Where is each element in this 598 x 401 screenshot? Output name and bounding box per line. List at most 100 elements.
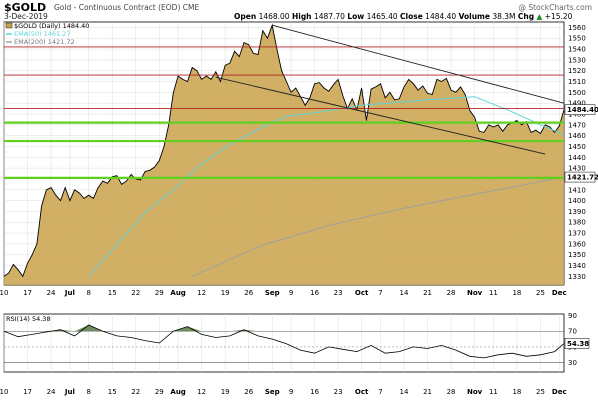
main-x-tick-label: Jul — [64, 289, 75, 297]
open-value: 1468.00 — [258, 12, 290, 21]
close-label: Close — [400, 12, 423, 21]
main-y-tick-label: 1500 — [568, 89, 586, 97]
main-y-tick-label: 1450 — [568, 143, 586, 151]
main-x-tick-label: 7 — [378, 289, 382, 297]
main-y-tick-label: 1460 — [568, 132, 586, 140]
volume-value: 38.3M — [492, 12, 516, 21]
low-label: Low — [347, 12, 365, 21]
rsi-x-tick-label: 17 — [23, 388, 32, 396]
rsi-x-tick-label: 9 — [289, 388, 293, 396]
high-label: High — [291, 12, 312, 21]
main-x-tick-label: 25 — [536, 289, 545, 297]
main-x-tick-label: 11 — [489, 289, 498, 297]
main-y-tick-label: 1440 — [568, 154, 586, 162]
main-x-tick-label: 8 — [86, 289, 90, 297]
watermark: @ StockCharts.com — [518, 3, 592, 12]
main-y-tick-label: 1400 — [568, 197, 586, 205]
rsi-x-tick-label: 25 — [536, 388, 545, 396]
legend-rsi-text: RSI(14) 54.38 — [6, 315, 51, 323]
main-x-tick-label: 21 — [423, 289, 432, 297]
rsi-x-tick-label: 29 — [155, 388, 164, 396]
trendline-2 — [215, 76, 546, 155]
trendline-1 — [272, 24, 565, 104]
symbol-title: $GOLD — [4, 1, 47, 14]
main-y-tick-label: 1350 — [568, 251, 586, 259]
rsi-x-tick-label: Jul — [64, 388, 75, 396]
rsi-x-tick-label: 21 — [423, 388, 432, 396]
main-y-tick-label: 1430 — [568, 165, 586, 173]
high-value: 1487.70 — [313, 12, 345, 21]
main-x-tick-label: 18 — [512, 289, 521, 297]
exchange-text: CME — [182, 3, 200, 12]
price-line — [3, 23, 565, 278]
main-y-tick-label: 1530 — [568, 56, 586, 64]
rsi-y-tick-label: 90 — [568, 312, 577, 320]
main-x-tick-label: 16 — [310, 289, 319, 297]
main-y-tick-label: 1490 — [568, 100, 586, 108]
main-y-tick-label: 1370 — [568, 230, 586, 238]
chg-label: Chg — [517, 12, 535, 21]
open-label: Open — [234, 12, 257, 21]
main-x-tick-label: 26 — [244, 289, 253, 297]
legend-price-swatch — [5, 22, 13, 29]
main-x-tick-label: 9 — [289, 289, 293, 297]
main-y-tick-label: 1380 — [568, 219, 586, 227]
rsi-value-text: 54.38 — [567, 340, 589, 348]
low-value: 1465.40 — [366, 12, 398, 21]
main-y-tick-label: 1340 — [568, 262, 586, 270]
main-y-tick-label: 1360 — [568, 240, 586, 248]
rsi-x-tick-label: 11 — [489, 388, 498, 396]
rsi-x-tick-label: 23 — [334, 388, 343, 396]
rsi-x-tick-label: 26 — [244, 388, 253, 396]
rsi-x-tick-label: 8 — [86, 388, 90, 396]
main-x-tick-label: 28 — [447, 289, 456, 297]
main-x-tick-label: 22 — [131, 289, 140, 297]
ema50-line — [88, 96, 565, 277]
main-y-tick-label: 1330 — [568, 273, 586, 281]
rsi-x-tick-label: 22 — [131, 388, 140, 396]
ema200-value-box — [564, 171, 596, 183]
main-x-tick-label: Dec — [552, 289, 567, 297]
rsi-y-tick-label: 70 — [568, 328, 577, 336]
price-value-text: 1484.40 — [567, 106, 598, 114]
main-y-tick-label: 1510 — [568, 78, 586, 86]
ema200-line — [191, 176, 565, 277]
main-x-tick-label: 15 — [108, 289, 117, 297]
main-x-tick-label: 23 — [334, 289, 343, 297]
main-x-tick-label: Aug — [170, 289, 185, 297]
ema200-value-text: 1421.72 — [567, 174, 598, 182]
price-area — [4, 25, 564, 285]
rsi-x-tick-label: 14 — [400, 388, 409, 396]
rsi-x-tick-label: 28 — [447, 388, 456, 396]
main-y-tick-label: 1540 — [568, 46, 586, 54]
main-x-tick-label: Nov — [467, 289, 483, 297]
rsi-x-tick-label: Nov — [467, 388, 483, 396]
rsi-x-tick-label: 24 — [47, 388, 56, 396]
chart-date: 3-Dec-2019 — [4, 12, 48, 21]
main-x-tick-label: Sep — [265, 289, 280, 297]
main-x-tick-label: 29 — [155, 289, 164, 297]
legend-ema200-text: EMA(200) 1421.72 — [14, 38, 75, 46]
rsi-line — [3, 324, 565, 359]
main-x-tick-label: 24 — [47, 289, 56, 297]
legend-price-text: $GOLD (Daily) 1484.40 — [14, 22, 89, 30]
description-text: Gold - Continuous Contract (EOD) — [54, 3, 181, 12]
main-y-tick-label: 1470 — [568, 121, 586, 129]
main-x-tick-label: 19 — [221, 289, 230, 297]
rsi-y-tick-label: 30 — [568, 359, 577, 367]
symbol-description: Gold - Continuous Contract (EOD) CME — [54, 3, 199, 12]
rsi-x-tick-label: 7 — [378, 388, 382, 396]
rsi-x-tick-label: 10 — [0, 388, 8, 396]
main-y-tick-label: 1520 — [568, 67, 586, 75]
main-x-tick-label: 17 — [23, 289, 32, 297]
main-x-tick-label: 14 — [400, 289, 409, 297]
rsi-x-tick-label: Oct — [355, 388, 369, 396]
main-x-tick-label: 10 — [0, 289, 8, 297]
rsi-x-tick-label: 15 — [108, 388, 117, 396]
quote-line: Open 1468.00 High 1487.70 Low 1465.40 Cl… — [234, 12, 598, 30]
rsi-overbought-fill — [4, 325, 564, 332]
chg-arrow-icon: ▲ — [536, 12, 543, 21]
rsi-x-tick-label: Dec — [552, 388, 567, 396]
rsi-x-tick-label: 19 — [221, 388, 230, 396]
